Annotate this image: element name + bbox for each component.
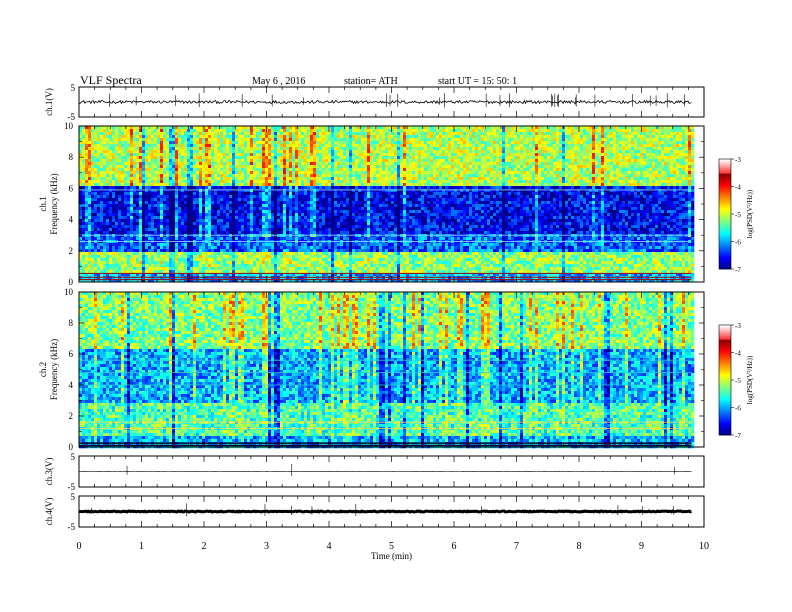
x-tick-label: 6 — [452, 541, 457, 552]
colorbar-tick-label: -4 — [735, 184, 741, 192]
x-tick-label: 5 — [389, 541, 394, 552]
y-tick-label: 5 — [71, 452, 76, 462]
series-line-5 — [78, 509, 692, 514]
y-axis-label-frequency: Frequency (kHz) — [49, 339, 59, 400]
colorbar-label: log(PSD(V²/Hz)) — [746, 189, 754, 238]
chart-title: VLF Spectra — [80, 73, 142, 88]
y-axis-label: ch.1(V) — [44, 88, 54, 116]
colorbar-tick-label: -5 — [735, 377, 741, 385]
date-label: May 6 , 2016 — [252, 76, 305, 87]
y-axis-label: ch.1 — [38, 196, 48, 211]
y-tick-label: -5 — [68, 482, 76, 492]
colorbar-ch2 — [719, 325, 731, 436]
y-axis-label: ch.3(V) — [44, 458, 54, 486]
y-tick-label: 8 — [69, 318, 74, 328]
x-tick-label: 3 — [264, 541, 269, 552]
colorbar-tick-label: -7 — [735, 266, 741, 274]
y-axis-label: ch.4(V) — [44, 498, 54, 526]
y-tick-label: 2 — [69, 411, 74, 421]
x-axis-label: Time (min) — [371, 551, 412, 561]
y-tick-label: 5 — [71, 83, 76, 93]
y-tick-label: 2 — [69, 246, 74, 256]
y-tick-label: 6 — [69, 349, 74, 359]
series-line-1 — [78, 99, 692, 105]
colorbar-tick-label: -5 — [735, 211, 741, 219]
colorbar-tick-label: -7 — [735, 432, 741, 440]
colorbar-tick-label: -4 — [735, 350, 741, 358]
station-label: station= ATH — [344, 76, 398, 87]
colorbar-tick-label: -6 — [735, 239, 741, 247]
x-tick-label: 2 — [202, 541, 207, 552]
y-tick-label: 6 — [69, 183, 74, 193]
colorbar-tick-label: -3 — [735, 156, 741, 164]
y-tick-label: 0 — [69, 442, 74, 452]
start-time-label: start UT = 15: 50: 1 — [438, 76, 517, 87]
x-tick-label: 0 — [77, 541, 82, 552]
colorbar-tick-label: -3 — [735, 322, 741, 330]
y-axis-label-frequency: Frequency (kHz) — [49, 173, 59, 234]
spectrogram-ch2 — [79, 292, 695, 449]
x-tick-label: 10 — [699, 541, 709, 552]
y-tick-label: 10 — [64, 287, 74, 297]
colorbar-label: log(PSD(V²/Hz)) — [746, 355, 754, 404]
spectrogram-ch1 — [79, 126, 695, 283]
y-axis-label: ch.2 — [38, 362, 48, 377]
y-tick-label: 0 — [69, 277, 74, 287]
y-tick-label: 5 — [71, 492, 76, 502]
colorbar-tick-label: -6 — [735, 405, 741, 413]
y-tick-label: -5 — [68, 522, 76, 532]
y-tick-label: 10 — [64, 121, 74, 131]
y-tick-label: -5 — [68, 112, 76, 122]
y-tick-label: 4 — [69, 380, 74, 390]
x-tick-label: 4 — [327, 541, 332, 552]
x-tick-label: 9 — [639, 541, 644, 552]
x-tick-label: 8 — [577, 541, 582, 552]
x-tick-label: 7 — [514, 541, 519, 552]
y-tick-label: 4 — [69, 215, 74, 225]
y-tick-label: 8 — [69, 152, 74, 162]
colorbar-ch1 — [719, 159, 731, 270]
x-tick-label: 1 — [139, 541, 144, 552]
